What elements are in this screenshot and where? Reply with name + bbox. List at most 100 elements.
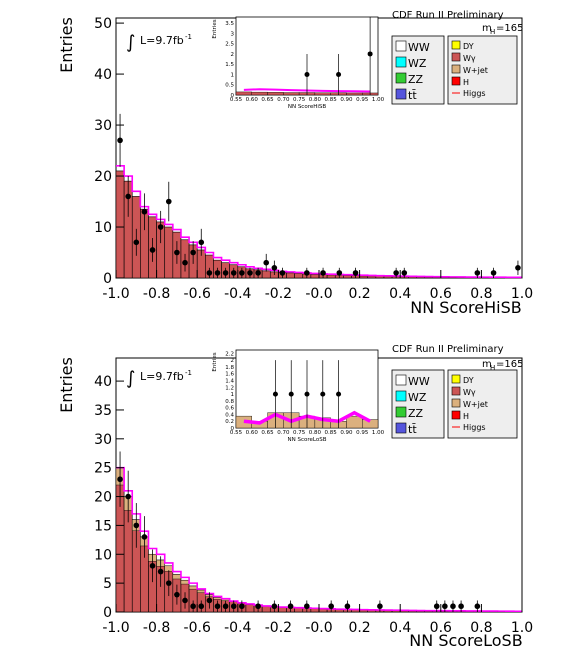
- inset-stack-bar: [251, 91, 268, 96]
- experiment-label: CDF Run II Preliminary: [392, 344, 504, 355]
- mass-subscript: H: [490, 364, 495, 372]
- inset-data-point: [367, 51, 373, 57]
- x-tick-label: 0.8: [470, 286, 492, 302]
- x-tick-label: 0.2: [348, 286, 370, 302]
- stack-bar: [164, 226, 174, 279]
- stack-bar: [343, 275, 352, 279]
- inset-x-axis-label: NN ScoreLoSB: [288, 437, 327, 443]
- y-tick-label: 0: [103, 605, 112, 621]
- data-point: [174, 591, 180, 598]
- inset-data-point: [336, 391, 342, 397]
- inset-y-axis-label: Entries: [212, 19, 218, 38]
- data-point: [433, 603, 440, 610]
- x-tick-label: -0.8: [143, 286, 170, 302]
- inset-x-tick-label: 0.70: [277, 430, 290, 436]
- inset-x-tick-label: 0.55: [230, 430, 243, 436]
- legend-swatch: [451, 64, 461, 74]
- inset-stack-bar: [283, 92, 300, 96]
- legend-label: tt̄: [408, 89, 417, 102]
- inset-data-point: [288, 391, 294, 397]
- y-tick-label: 30: [94, 432, 112, 448]
- data-point: [230, 603, 237, 610]
- x-tick-label: 0.6: [430, 286, 452, 302]
- data-point: [174, 249, 180, 256]
- data-point: [474, 603, 481, 610]
- y-tick-label: 0: [103, 271, 112, 287]
- stack-bar: [310, 274, 320, 279]
- x-tick-label: 0.8: [470, 620, 492, 636]
- data-point: [117, 476, 123, 483]
- legend-swatch: [451, 410, 461, 420]
- data-point: [190, 249, 196, 256]
- x-tick-label: 0.4: [389, 286, 411, 302]
- inset-y-tick-label: 3: [231, 31, 235, 37]
- data-point: [141, 534, 148, 540]
- mass-label: m: [482, 23, 492, 34]
- y-axis-label: Entries: [57, 17, 76, 73]
- wjet-bar: [180, 580, 190, 585]
- inset-x-tick-label: 0.65: [261, 97, 274, 103]
- stack-bar: [261, 270, 271, 279]
- inset-y-tick-label: 1.6: [225, 372, 234, 378]
- legend-swatch: [395, 40, 407, 52]
- stack-bar: [367, 275, 377, 279]
- legend-swatch: [451, 398, 461, 408]
- x-tick-label: -0.2: [265, 620, 292, 636]
- y-tick-label: 35: [94, 403, 112, 419]
- inset-y-tick-label: 2: [231, 358, 235, 364]
- legend-swatch: [395, 390, 407, 402]
- legend-label: Higgs: [463, 89, 486, 98]
- data-point: [206, 270, 213, 276]
- inset-y-tick-label: 1.8: [225, 365, 234, 371]
- inset-stack-bar: [346, 415, 363, 429]
- x-tick-label: -0.8: [143, 620, 170, 636]
- data-point: [214, 270, 221, 276]
- inset-x-tick-label: 0.85: [325, 430, 338, 436]
- inset-y-tick-label: 0.5: [225, 83, 234, 89]
- mass-subscript: H: [490, 28, 495, 36]
- experiment-label: CDF Run II Preliminary: [392, 10, 504, 21]
- legend-swatch: [451, 52, 461, 62]
- inset-y-tick-label: 3.5: [225, 21, 234, 27]
- data-point: [490, 270, 497, 276]
- inset-y-tick-label: 1.5: [225, 62, 234, 68]
- data-point: [222, 603, 229, 610]
- data-point: [458, 603, 464, 610]
- data-point: [336, 270, 343, 276]
- x-tick-label: -0.4: [224, 620, 251, 636]
- stack-bar: [261, 605, 271, 613]
- data-point: [255, 603, 261, 610]
- stack-bar: [278, 607, 287, 613]
- x-tick-label: 1.0: [511, 286, 533, 302]
- luminosity-exponent: -1: [185, 369, 192, 377]
- y-tick-label: 20: [94, 169, 112, 185]
- inset-x-tick-label: 0.95: [356, 430, 369, 436]
- legend-swatch: [395, 422, 407, 434]
- x-tick-label: -0.0: [305, 620, 332, 636]
- stack-bar: [286, 272, 295, 279]
- inset-y-tick-label: 1: [231, 72, 235, 78]
- data-point: [239, 270, 245, 276]
- mass-label: m: [482, 359, 492, 370]
- data-point: [117, 137, 123, 144]
- inset-x-tick-label: 0.65: [261, 430, 274, 436]
- legend-label: WZ: [408, 391, 427, 404]
- inset-y-tick-label: 0.8: [225, 399, 234, 405]
- legend-label: Wγ: [463, 54, 476, 63]
- data-point: [247, 270, 253, 276]
- data-point: [149, 563, 156, 569]
- data-point: [263, 259, 270, 266]
- inset-data-point: [304, 71, 310, 77]
- data-point: [401, 270, 408, 276]
- inset-data-point: [320, 391, 326, 397]
- integral-symbol: ∫: [126, 32, 135, 53]
- legend-label: DY: [463, 376, 474, 385]
- inset-stack-bar: [267, 92, 284, 96]
- data-point: [287, 603, 294, 610]
- inset-x-tick-label: 1.00: [372, 430, 385, 436]
- inset-y-tick-label: 1: [231, 392, 235, 398]
- inset-y-tick-label: 0.6: [225, 406, 234, 412]
- inset-x-tick-label: 0.90: [340, 97, 353, 103]
- inset-data-point: [336, 71, 342, 77]
